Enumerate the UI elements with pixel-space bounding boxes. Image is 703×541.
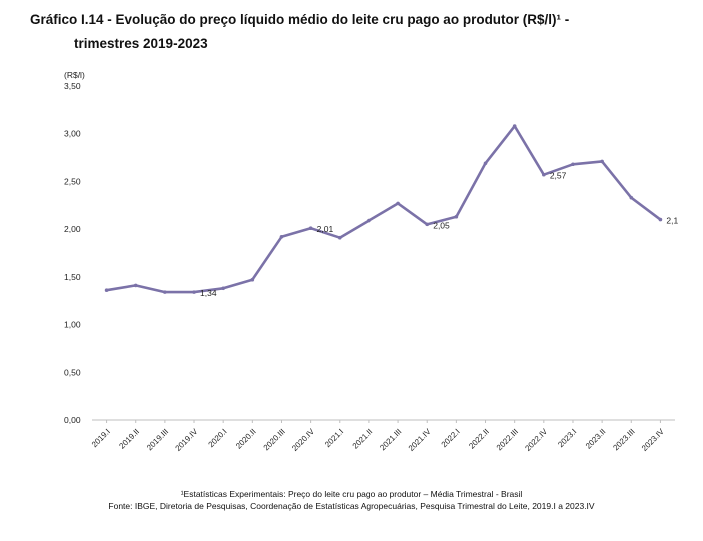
chart-title-line1: Gráfico I.14 - Evolução do preço líquido… [30, 12, 570, 27]
data-point [163, 290, 167, 294]
data-point [221, 286, 225, 291]
x-tick-label: 2022.IV [523, 427, 549, 453]
x-tick-label: 2021.II [351, 427, 375, 451]
data-point [542, 172, 546, 177]
series-line [105, 124, 662, 294]
data-label: 1,34 [200, 288, 217, 298]
x-tick-label: 2023.III [611, 427, 636, 452]
line-chart: (R$/l) 0,00 0,50 1,00 1,50 2,00 2,50 3,00 3,50 20… [64, 70, 679, 453]
x-tick-label: 2021.IV [407, 427, 433, 453]
x-tick-label: 2021.I [323, 427, 345, 449]
y-tick-label: 1,50 [64, 272, 81, 282]
data-point [308, 226, 313, 230]
data-point [483, 161, 488, 166]
x-tick-label: 2019.IV [174, 427, 200, 453]
y-tick-label: 3,50 [64, 81, 81, 91]
data-point [425, 222, 430, 227]
chart-title-line2: trimestres 2019-2023 [74, 36, 208, 51]
y-tick-label: 2,50 [64, 176, 81, 186]
x-tick-label: 2022.II [467, 427, 491, 451]
x-tick-label: 2022.III [495, 427, 520, 452]
data-point [337, 235, 342, 240]
data-point [658, 217, 663, 222]
data-point [133, 283, 138, 288]
data-point [104, 288, 109, 293]
data-label: 2,05 [433, 220, 450, 230]
data-point [454, 214, 459, 219]
x-tick-label: 2019.III [145, 427, 170, 452]
data-point [396, 201, 400, 206]
x-tick-label: 2020.III [262, 427, 287, 452]
data-label: 2,1 [666, 216, 678, 226]
x-tick-label: 2019.I [90, 427, 112, 449]
x-tick-label: 2023.I [556, 427, 578, 449]
y-tick-label: 2,00 [64, 224, 81, 234]
x-tick-label: 2020.I [206, 427, 228, 449]
data-point [629, 195, 634, 200]
data-point [279, 234, 284, 239]
data-point [250, 277, 255, 282]
footnote-source: Fonte: IBGE, Diretoria de Pesquisas, Coo… [108, 501, 595, 511]
x-tick-label: 2021.III [378, 427, 403, 452]
x-tick-label: 2020.IV [290, 427, 316, 453]
x-tick-label: 2023.IV [640, 427, 666, 453]
data-label: 2,01 [317, 224, 334, 234]
data-label: 2,57 [550, 171, 567, 181]
data-point [192, 290, 196, 294]
x-tick-label: 2019.II [117, 427, 141, 451]
data-point [600, 159, 604, 164]
data-point [512, 124, 517, 128]
y-tick-label: 1,00 [64, 320, 81, 330]
y-tick-label: 0,50 [64, 367, 81, 377]
x-tick-label: 2020.II [234, 427, 258, 451]
x-tick-label: 2023.II [584, 427, 608, 451]
data-point [571, 162, 575, 167]
footnotes: ¹Estatísticas Experimentais: Preço do le… [0, 488, 703, 512]
y-tick-label: 3,00 [64, 129, 81, 139]
data-point [367, 218, 371, 223]
x-tick-label: 2022.I [440, 427, 462, 449]
y-axis-unit-label: (R$/l) [64, 70, 85, 80]
y-tick-label: 0,00 [64, 415, 81, 425]
footnote-note: ¹Estatísticas Experimentais: Preço do le… [180, 489, 523, 499]
chart-title: Gráfico I.14 - Evolução do preço líquido… [30, 8, 690, 56]
